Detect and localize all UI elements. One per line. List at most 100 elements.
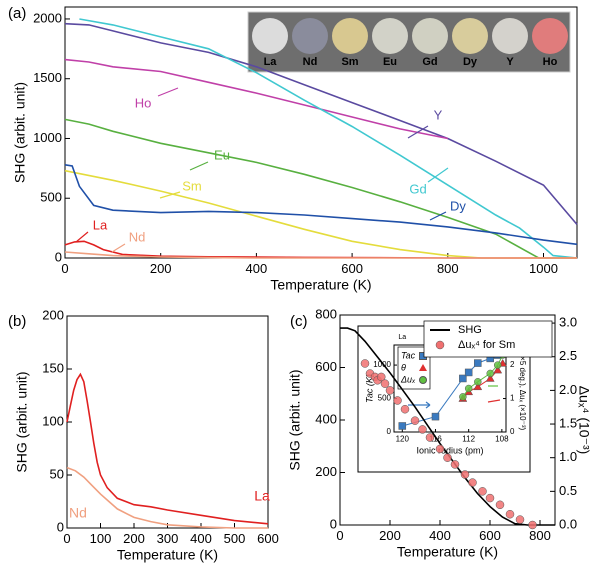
panel-label: (c)	[290, 313, 308, 330]
marker	[418, 425, 427, 434]
x-tick-label: 400	[246, 261, 268, 276]
series-annotation: Dy	[450, 198, 466, 213]
x-tick-label: 600	[341, 261, 363, 276]
y-tick-label: 600	[315, 359, 337, 374]
y-tick-label: 0	[387, 427, 392, 436]
photo-label: Eu	[383, 56, 397, 68]
marker	[460, 470, 470, 479]
annotation-arrow	[429, 211, 447, 221]
y2-tick-label: 1.0	[559, 449, 577, 464]
photo-label: Nd	[303, 56, 318, 68]
marker	[459, 393, 467, 401]
y-tick-label: 0	[330, 516, 337, 531]
panel-label: (b)	[8, 313, 26, 330]
series-annotation: Ho	[135, 95, 152, 110]
marker	[493, 365, 503, 374]
sample-disc	[292, 18, 328, 54]
annotation-arrow	[427, 167, 449, 183]
y-tick-label: 1500	[33, 70, 62, 85]
y2-axis-label: θ (×5 deg.), Δuₓ (×10⁻³)	[518, 347, 527, 431]
series-line	[66, 466, 268, 529]
series-line	[66, 372, 269, 525]
legend-label: Δuₓ	[400, 374, 416, 384]
x-tick-label: 200	[123, 531, 145, 546]
y-tick-label: 100	[42, 413, 64, 428]
series-annotation: Nd	[129, 229, 146, 244]
sample-disc	[372, 18, 408, 54]
marker	[515, 515, 525, 524]
marker	[485, 373, 495, 382]
top-label: La	[398, 334, 406, 341]
y2-tick-label: 1.5	[559, 415, 577, 430]
marker	[474, 359, 482, 367]
y2-tick-label: 2	[510, 360, 515, 369]
sample-disc	[332, 18, 368, 54]
x-tick-label: 120	[396, 434, 410, 443]
x-tick-label: 200	[150, 261, 172, 276]
annotation-arrow	[159, 191, 181, 199]
marker	[495, 500, 505, 510]
y-axis-label: SHG (arbit. unit)	[287, 369, 303, 470]
annotation-arrow	[189, 161, 209, 171]
series-annotation: Nd	[69, 505, 87, 521]
marker	[528, 520, 537, 530]
y-tick-label: 2000	[33, 10, 62, 25]
series-annotation: La	[254, 488, 270, 504]
series-line	[64, 118, 577, 259]
y2-axis-label: Δuₓ⁴ (10⁻³)	[576, 386, 592, 455]
y-tick-label: 0	[57, 519, 64, 534]
inset-arrow	[487, 399, 501, 403]
marker	[393, 396, 402, 405]
y-tick-label: 150	[42, 360, 64, 375]
sample-disc	[492, 18, 528, 54]
legend-box	[423, 320, 553, 358]
photo-label: Dy	[463, 56, 478, 68]
series-line	[79, 18, 578, 259]
photo-label: Ho	[543, 56, 558, 68]
legend-label: Δuₓ⁴ for Sm	[458, 339, 515, 351]
y-axis-label: Tac (K)	[364, 374, 374, 403]
x-tick-label: 800	[529, 528, 551, 543]
series-line	[64, 164, 578, 246]
x-tick-label: 600	[257, 531, 279, 546]
y2-tick-label: 2.5	[559, 348, 577, 363]
marker	[485, 493, 495, 503]
y-tick-label: 800	[315, 306, 337, 321]
legend-marker	[419, 364, 427, 371]
y2-tick-label: 2.0	[559, 382, 577, 397]
x-tick-label: 112	[462, 434, 475, 443]
marker	[400, 404, 410, 414]
series-annotation: Sm	[182, 178, 202, 193]
marker	[464, 368, 473, 377]
marker	[431, 412, 440, 421]
y-tick-label: 500	[378, 394, 392, 403]
x-tick-label: 1000	[529, 261, 558, 276]
legend-label: θ	[401, 362, 406, 372]
marker	[473, 382, 483, 391]
series-line	[64, 22, 578, 226]
y-tick-label: 0	[55, 249, 62, 264]
y2-tick-label: 0.5	[559, 483, 577, 498]
y-axis-label: SHG (arbit. unit)	[12, 82, 28, 183]
y-tick-label: 500	[40, 190, 62, 205]
x-axis-label: Ionic rudius (pm)	[416, 445, 483, 455]
y2-tick-label: 3.0	[559, 315, 577, 330]
series-annotation: La	[93, 217, 108, 232]
y-tick-label: 200	[315, 464, 337, 479]
marker	[464, 384, 473, 393]
marker	[398, 422, 407, 430]
annotation-arrow	[407, 125, 429, 139]
photo-label: Sm	[341, 56, 358, 68]
series-line	[64, 58, 448, 140]
y-tick-label: 1000	[33, 130, 62, 145]
photo-label: Y	[506, 56, 514, 68]
series-line	[64, 169, 577, 259]
marker	[425, 433, 435, 442]
photo-label: La	[264, 56, 278, 68]
annotation-arrow	[111, 243, 126, 253]
marker	[410, 416, 420, 425]
marker	[505, 509, 515, 519]
marker	[486, 369, 494, 378]
marker	[459, 374, 467, 383]
marker	[468, 478, 477, 487]
